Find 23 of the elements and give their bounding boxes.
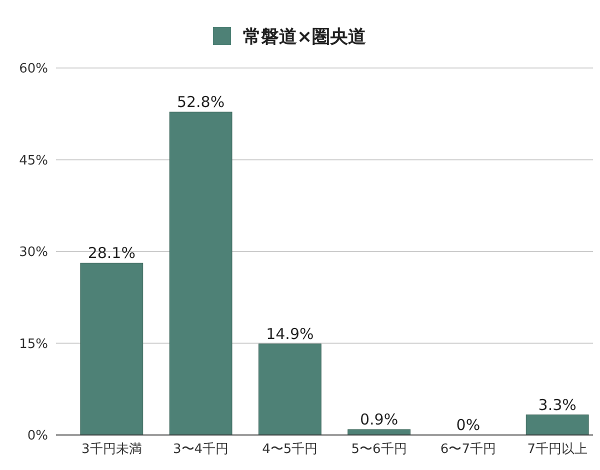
y-tick-label: 0% bbox=[27, 428, 48, 444]
data-label: 14.9% bbox=[266, 324, 314, 343]
bar bbox=[80, 262, 144, 436]
x-tick-label: 7千円以上 bbox=[527, 442, 588, 457]
y-tick-label: 15% bbox=[19, 336, 48, 352]
x-tick-label: 3千円未満 bbox=[82, 442, 142, 457]
x-tick-label: 6〜7千円 bbox=[440, 442, 496, 457]
x-tick-label: 4〜5千円 bbox=[262, 442, 318, 457]
legend-label: 常磐道×圏央道 bbox=[243, 26, 366, 48]
bar bbox=[348, 429, 411, 436]
data-label: 28.1% bbox=[88, 244, 136, 262]
bar bbox=[258, 344, 322, 436]
data-label: 0.9% bbox=[360, 410, 398, 428]
bar bbox=[169, 112, 232, 436]
bar bbox=[526, 414, 589, 436]
y-tick-label: 30% bbox=[19, 245, 48, 260]
x-tick-label: 3〜4千円 bbox=[173, 442, 229, 457]
data-label: 3.3% bbox=[538, 396, 576, 414]
x-tick-label: 5〜6千円 bbox=[351, 442, 407, 457]
y-tick-label: 60% bbox=[19, 62, 48, 77]
data-label: 0% bbox=[456, 416, 480, 434]
y-tick-label: 45% bbox=[19, 153, 48, 168]
data-label: 52.8% bbox=[176, 93, 225, 112]
